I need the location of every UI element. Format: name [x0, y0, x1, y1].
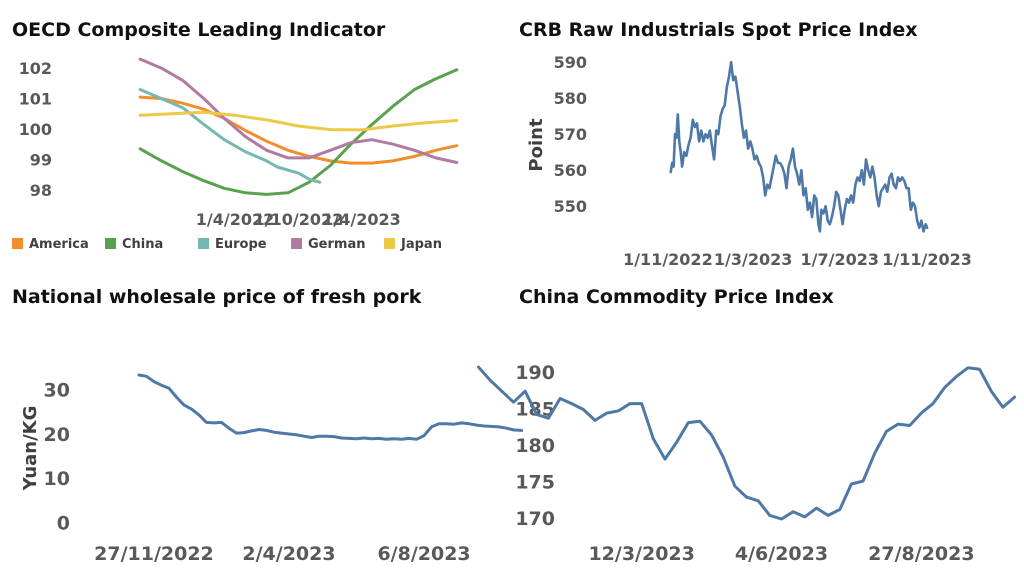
y-tick-label: 550	[554, 197, 587, 216]
x-tick-label: 4/6/2023	[735, 543, 828, 565]
series-line-german	[138, 57, 459, 164]
series-line-america	[138, 95, 459, 165]
x-tick-label: 12/3/2023	[588, 543, 694, 565]
y-tick-label: 580	[554, 89, 587, 108]
x-tick-label: 2/4/2023	[242, 543, 335, 565]
series-line-china	[138, 68, 459, 196]
x-tick-label: 1/10/2022	[254, 210, 344, 229]
y-tick-label: 98	[30, 181, 52, 200]
series-line	[669, 60, 929, 233]
y-tick-label: 99	[30, 150, 52, 169]
plot-area	[477, 365, 1017, 521]
y-tick-label: 190	[515, 362, 555, 384]
legend-swatch	[198, 238, 209, 249]
legend-swatch	[384, 238, 395, 249]
y-tick-label: 20	[44, 424, 70, 446]
y-tick-label: 175	[515, 472, 555, 494]
x-tick-label: 1/11/2023	[882, 250, 972, 269]
y-tick-label: 0	[57, 513, 70, 535]
chart-title: National wholesale price of fresh pork	[12, 286, 422, 308]
series-line	[137, 373, 524, 441]
y-tick-label: 170	[515, 508, 555, 530]
y-axis-label: Point	[526, 118, 547, 172]
plot-area	[137, 373, 524, 441]
y-tick-label: 180	[515, 435, 555, 457]
legend-swatch	[12, 238, 23, 249]
x-axis-ticks: 27/11/2022 2/4/2023 6/8/2023	[94, 543, 471, 565]
y-tick-label: 560	[554, 161, 587, 180]
legend-label: China	[122, 237, 163, 252]
legend: America China Europe German Japan	[12, 237, 442, 252]
y-tick-label: 30	[44, 379, 70, 401]
y-tick-label: 570	[554, 125, 587, 144]
x-axis-ticks: 12/3/2023 4/6/2023 27/8/2023	[588, 543, 974, 565]
y-axis-ticks: 102 101 100 99 98	[19, 59, 52, 200]
x-axis-ticks: 1/11/2022 1/3/2023 1/7/2023 1/11/2023	[623, 250, 972, 269]
y-axis-label: Yuan/KG	[20, 406, 41, 492]
x-tick-label: 1/7/2023	[801, 250, 879, 269]
legend-label: Japan	[400, 237, 442, 252]
legend-swatch	[291, 238, 302, 249]
pork-price-chart: National wholesale price of fresh pork Y…	[12, 286, 524, 565]
y-tick-label: 590	[554, 53, 587, 72]
x-tick-label: 1/3/2023	[714, 250, 792, 269]
legend-label: Europe	[215, 237, 267, 252]
x-tick-label: 1/4/2023	[322, 210, 400, 229]
x-tick-label: 1/4/2022	[196, 210, 274, 229]
plot-area	[138, 57, 459, 196]
y-tick-label: 100	[19, 120, 52, 139]
x-tick-label: 6/8/2023	[377, 543, 470, 565]
chart-title: China Commodity Price Index	[519, 286, 834, 308]
oecd-cli-chart: OECD Composite Leading Indicator 1021011…	[12, 19, 459, 252]
x-tick-label: 27/11/2022	[94, 543, 214, 565]
y-tick-label: 102	[19, 59, 52, 78]
chart-title: CRB Raw Industrials Spot Price Index	[519, 19, 918, 41]
series-line	[477, 365, 1017, 521]
series-line-europe	[138, 88, 322, 184]
china-commodity-index-chart: China Commodity Price Index 190185180175…	[477, 286, 1017, 565]
legend-swatch	[105, 238, 116, 249]
series-line-japan	[138, 110, 459, 132]
y-axis-ticks: 30 20 10 0	[44, 379, 70, 534]
x-tick-label: 1/11/2022	[623, 250, 713, 269]
legend-label: German	[308, 237, 365, 252]
y-axis-ticks: 590 580 570 560 550	[554, 53, 587, 216]
y-tick-label: 101	[19, 90, 52, 109]
chart-title: OECD Composite Leading Indicator	[12, 19, 386, 41]
crb-index-chart: CRB Raw Industrials Spot Price Index Poi…	[519, 19, 972, 269]
legend-label: America	[29, 237, 89, 252]
plot-area	[669, 60, 929, 233]
x-tick-label: 27/8/2023	[868, 543, 974, 565]
y-tick-label: 10	[44, 468, 70, 490]
